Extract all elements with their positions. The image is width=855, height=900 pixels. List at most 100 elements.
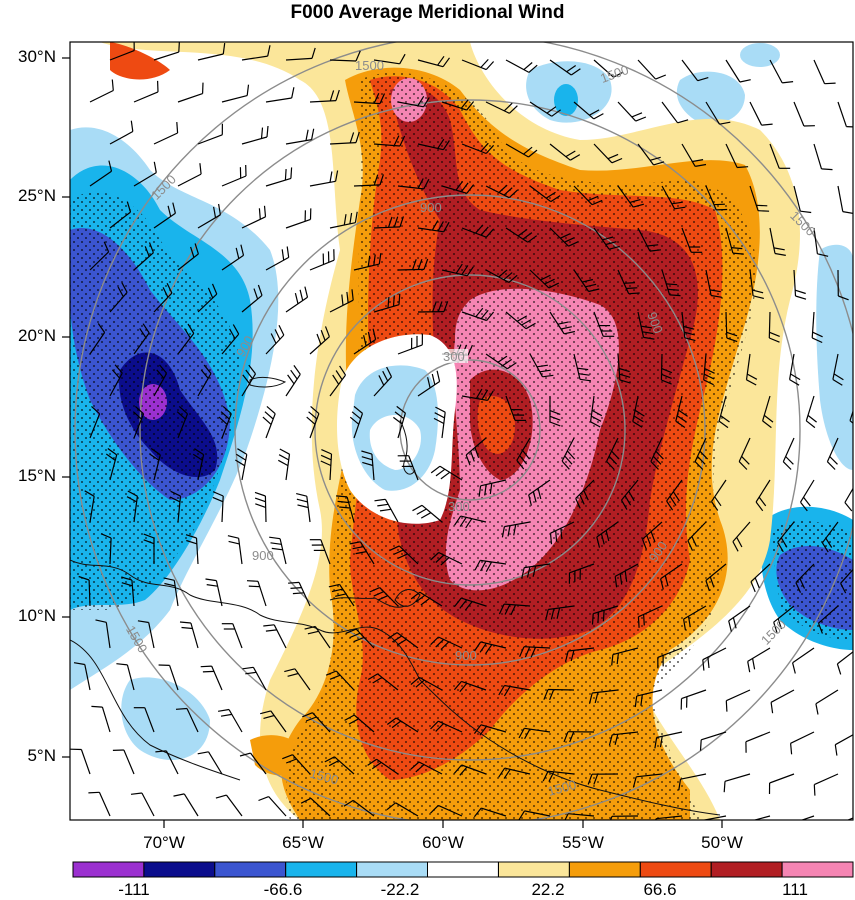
wind-barb	[504, 603, 531, 607]
wind-barb	[221, 495, 224, 523]
wind-barb	[270, 710, 287, 733]
wind-barb	[548, 605, 575, 611]
wind-barb	[485, 269, 510, 284]
wind-barb	[397, 101, 424, 108]
ring-label-outer-north: 1500	[355, 58, 384, 73]
wind-barb	[505, 143, 529, 158]
wind-barb	[285, 139, 312, 145]
wind-barb	[441, 412, 446, 439]
wind-barb-flag	[568, 241, 579, 247]
wind-barb	[153, 212, 176, 229]
wind-barb-flag	[362, 461, 373, 467]
wind-barb-flag	[127, 490, 138, 497]
wind-barb	[133, 172, 157, 187]
colorbar-swatch-8	[639, 861, 712, 878]
wind-barb-flag	[176, 411, 186, 420]
wind-barb	[98, 792, 111, 817]
wind-barb	[725, 59, 741, 83]
wind-barb	[320, 539, 331, 565]
wind-barb	[309, 259, 335, 271]
wind-barb-flag	[349, 541, 361, 545]
wind-barb	[681, 227, 692, 253]
wind-barb-flag	[266, 405, 276, 415]
wind-barb	[153, 373, 168, 397]
wind-barb-flag	[640, 694, 643, 706]
wind-barb-flag	[162, 287, 169, 298]
wind-barb	[769, 59, 783, 84]
colorbar-swatch-9	[710, 861, 783, 878]
wind-barb-flag	[632, 420, 643, 428]
wind-barb	[133, 91, 159, 103]
wind-barb	[438, 720, 463, 733]
wind-barb-flag	[805, 420, 816, 429]
wind-barb-flag	[213, 206, 217, 218]
wind-barb	[529, 101, 553, 117]
wind-barb-flag	[777, 618, 783, 630]
wind-barb-flag	[417, 178, 424, 189]
wind-barb	[359, 541, 375, 565]
wind-barb	[395, 802, 419, 817]
wind-barb-flag	[478, 485, 482, 497]
wind-barb-flag	[465, 518, 473, 529]
wind-barb	[441, 185, 468, 194]
wind-barb-flag	[770, 702, 774, 714]
wind-barb-flag	[325, 670, 337, 676]
wind-barb-flag	[417, 95, 425, 107]
wind-barb-flag	[591, 409, 603, 417]
wind-barb-flag	[588, 692, 593, 704]
wind-barb	[749, 185, 759, 211]
wind-barb-flag	[560, 528, 563, 540]
colorbar-swatch-4	[356, 861, 429, 878]
wind-barb-flag	[440, 557, 450, 566]
wind-barb-flag	[799, 578, 806, 589]
wind-barb	[813, 227, 818, 254]
wind-barb-flag	[311, 47, 316, 59]
colorbar-label-neg66: -66.6	[263, 880, 303, 899]
wind-barb	[417, 381, 440, 397]
wind-barb-flag	[551, 109, 561, 117]
wind-barb-flag	[713, 203, 725, 206]
wind-barb-flag	[199, 163, 202, 175]
wind-barb-flag	[699, 450, 709, 460]
wind-barb-flag	[671, 201, 683, 205]
wind-barb	[745, 353, 751, 380]
wind-barb-flag	[523, 62, 533, 71]
wind-barb-flag	[501, 526, 505, 538]
wind-barb-flag	[379, 174, 384, 186]
wind-barb-flag	[437, 138, 445, 149]
wind-barb-flag	[844, 502, 853, 512]
wind-barb-flag	[218, 416, 228, 425]
wind-barb-flag	[203, 364, 212, 374]
colorbar-swatch-7	[568, 861, 641, 878]
ring-label-outer-south: 1500	[546, 777, 578, 799]
wind-barb	[419, 591, 443, 607]
wind-barb-flag	[415, 679, 425, 688]
wind-barb-flag	[435, 723, 444, 732]
wind-barb-flag	[506, 362, 517, 370]
wind-barb-flag	[703, 373, 715, 380]
wind-barb-flag	[371, 761, 382, 770]
wind-barb	[461, 764, 487, 775]
wind-barb-flag	[575, 498, 581, 509]
wind-barb	[666, 479, 683, 502]
wind-barb-flag	[455, 263, 463, 274]
wind-barb-flag	[739, 79, 751, 83]
wind-barb-flag	[344, 714, 355, 721]
wind-barb	[480, 479, 507, 487]
wind-barb-flag	[178, 42, 180, 53]
wind-barb-flag	[602, 236, 614, 241]
wind-barb-flag	[460, 99, 469, 109]
wind-barb-flag	[829, 456, 838, 465]
wind-barb-flag	[683, 325, 695, 330]
wind-barb	[177, 173, 202, 187]
wind-barb-flag	[540, 274, 551, 281]
wind-barb-flag	[498, 767, 506, 778]
wind-barb-flag	[432, 301, 437, 313]
wind-barb-flag	[346, 291, 349, 303]
colorbar-swatch-5	[427, 861, 499, 878]
wind-barb	[190, 622, 199, 649]
wind-barb-flag	[631, 112, 643, 118]
wind-barb	[373, 304, 400, 313]
colorbar-swatch-2	[214, 861, 287, 878]
wind-barb-flag	[200, 665, 212, 668]
